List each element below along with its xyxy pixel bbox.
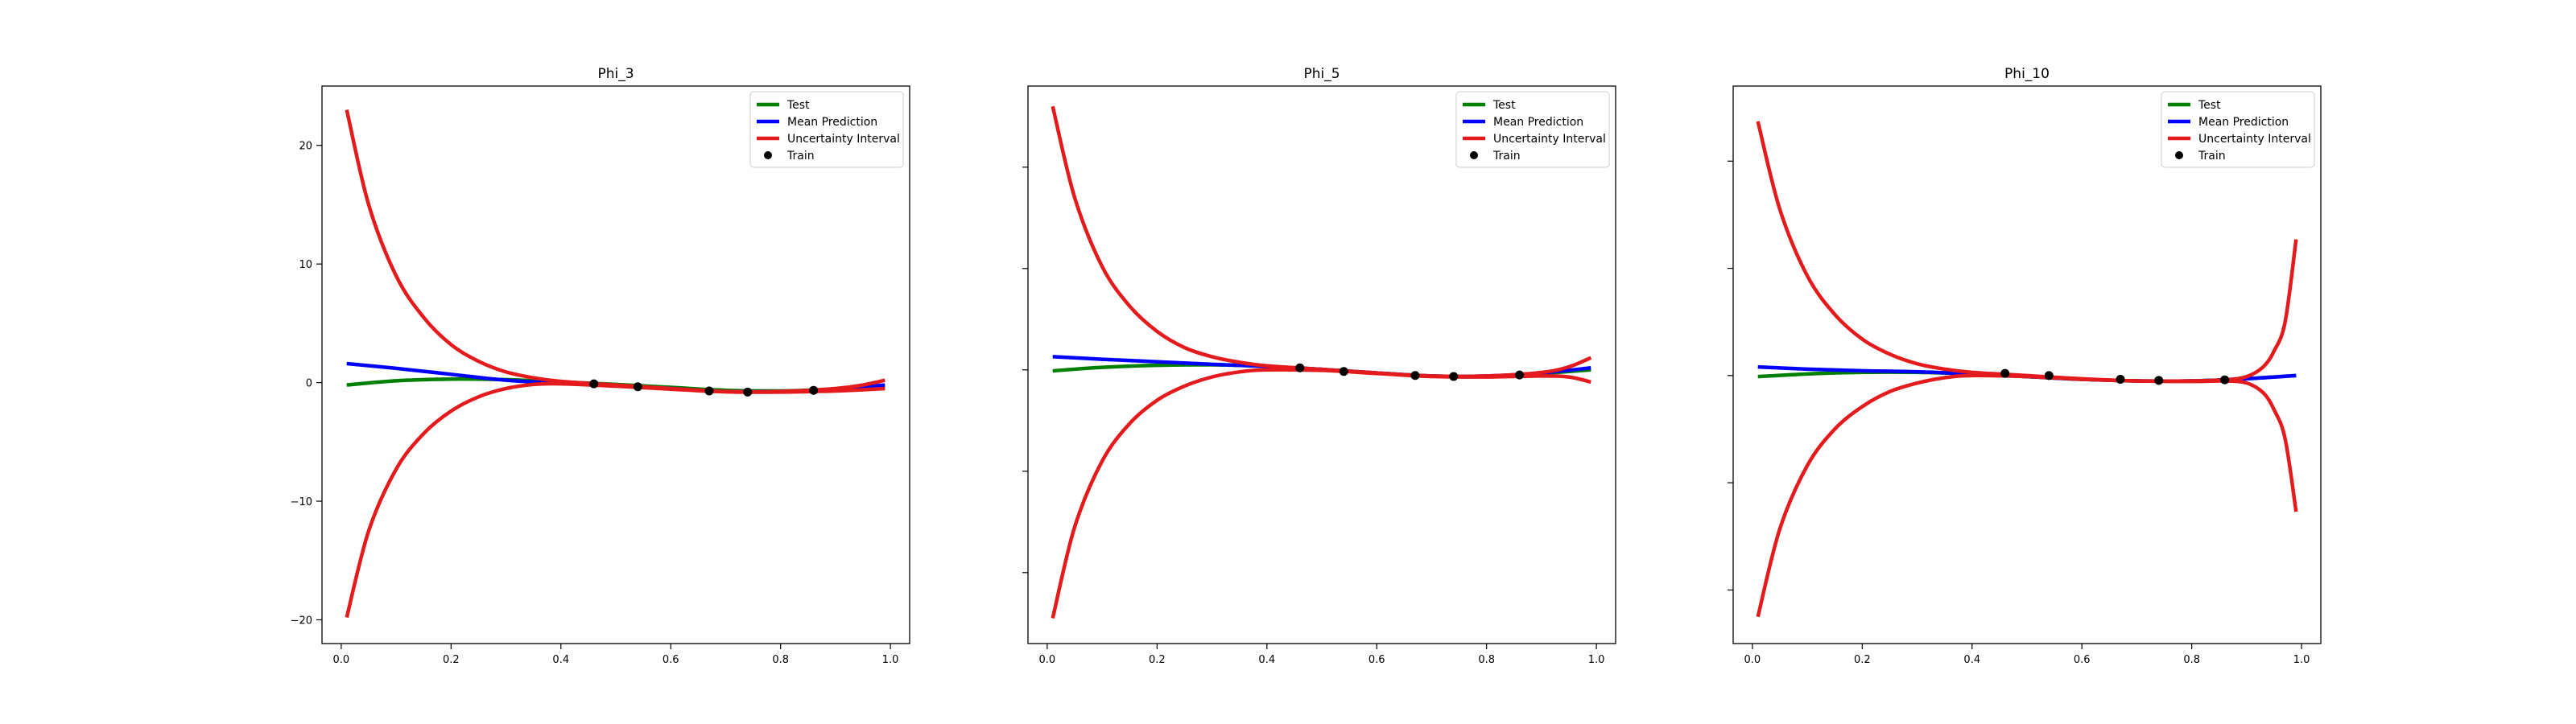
train-point [2116,374,2125,384]
x-tick-label: 0.4 [1258,654,1275,666]
train-point [1410,371,1420,381]
axes-frame [1732,85,2322,644]
legend-label: Train [2198,150,2226,162]
train-point [743,387,753,397]
axes-frame [1027,85,1616,644]
uncertainty-interval-line [1756,373,2298,618]
x-tick-label: 0.6 [2074,654,2091,666]
legend-marker [2175,151,2183,159]
x-tick-label: 0.4 [552,654,569,666]
train-point [1449,372,1459,381]
chart-panel-1: Phi_3 0.0 0.2 0.4 0.6 0.8 1.0 −20 −10 0 10 20 Test Me… [291,66,910,666]
legend-label: Train [786,150,815,162]
chart-title: Phi_10 [2004,66,2050,82]
legend-label: Test [786,99,810,112]
legend-label: Train [1492,150,1521,162]
plot-area [1051,105,1592,619]
train-point [633,382,642,392]
legend-label: Uncertainty Interval [787,133,900,146]
legend-label: Uncertainty Interval [1493,133,1606,146]
x-tick-label: 0.8 [1478,654,1495,666]
train-point [1515,370,1525,380]
legend-marker [764,151,772,159]
plot-area [1756,121,2298,618]
train-point [1295,363,1305,372]
legend: Test Mean Prediction Uncertainty Interval T… [749,91,904,168]
x-tick-label: 1.0 [1588,654,1605,666]
train-point [704,386,714,396]
x-tick-label: 0.0 [1744,654,1761,666]
y-tick-label: 0 [306,378,312,390]
uncertainty-interval-line [1051,368,1591,619]
axes-frame [321,85,910,644]
legend-box [1455,91,1610,168]
train-point [2000,368,2010,378]
x-tick-label: 0.0 [333,654,350,666]
legend-box [749,91,904,168]
chart-panel-2: Phi_5 0.0 0.2 0.4 0.6 0.8 1.0 Test Mean Predicti… [1022,66,1616,666]
train-point [2044,371,2054,381]
x-tick-label: 0.4 [1963,654,1980,666]
legend-box [2161,91,2315,168]
y-tick-label: −20 [291,615,312,627]
chart-panel-3: Phi_10 0.0 0.2 0.4 0.6 0.8 1.0 Test Mean Predict… [1728,66,2322,666]
train-point [589,379,599,389]
x-tick-label: 0.8 [2183,654,2200,666]
train-point [1339,367,1348,376]
x-tick-label: 0.6 [1368,654,1385,666]
legend-marker [1470,151,1478,159]
chart-title: Phi_3 [597,66,634,82]
legend-label: Mean Prediction [1493,116,1583,129]
train-point [2220,375,2230,385]
legend-label: Mean Prediction [2198,116,2289,129]
x-tick-label: 0.0 [1039,654,1056,666]
x-tick-label: 0.8 [772,654,789,666]
legend-label: Mean Prediction [787,116,877,129]
chart-title: Phi_5 [1303,66,1340,82]
legend-label: Test [2198,99,2221,112]
x-tick-label: 0.2 [1854,654,1871,666]
legend-label: Uncertainty Interval [2198,133,2311,146]
x-tick-label: 0.6 [663,654,679,666]
legend: Test Mean Prediction Uncertainty Interval T… [2161,91,2315,168]
legend-label: Test [1492,99,1516,112]
x-tick-label: 0.2 [443,654,460,666]
x-tick-label: 0.2 [1149,654,1166,666]
y-tick-label: −10 [291,496,312,508]
uncertainty-interval-line [345,381,886,619]
train-point [809,385,819,395]
train-point [2154,376,2164,385]
x-tick-label: 1.0 [882,654,899,666]
x-tick-label: 1.0 [2293,654,2310,666]
plot-area [345,109,886,619]
y-tick-label: 10 [299,259,312,271]
legend: Test Mean Prediction Uncertainty Interval T… [1455,91,1610,168]
y-tick-label: 20 [299,141,312,153]
